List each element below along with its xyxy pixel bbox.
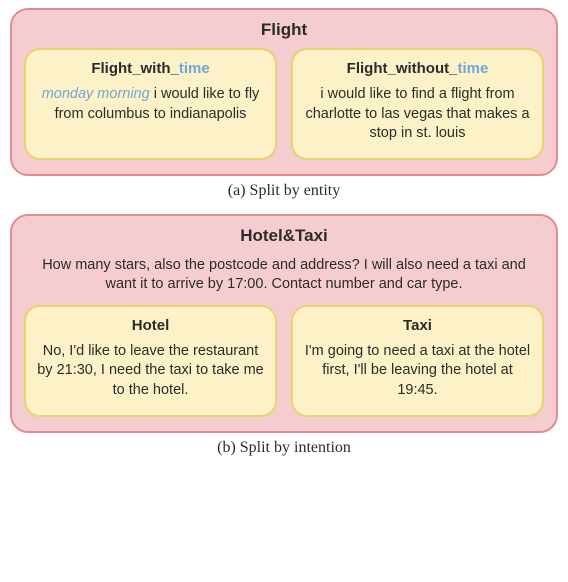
- panel-title: Flight: [24, 20, 544, 40]
- card-title: Flight_without_time: [303, 60, 532, 77]
- card-body-rest: No, I'd like to leave the restaurant by …: [37, 343, 264, 398]
- card-body: monday morning i would like to fly from …: [36, 85, 265, 124]
- panel-flight: Flight Flight_with_time monday morning i…: [10, 8, 558, 176]
- panel-title-prefix: Flight: [261, 20, 307, 39]
- card-taxi: Taxi I'm going to need a taxi at the hot…: [291, 305, 544, 417]
- card-body: I'm going to need a taxi at the hotel fi…: [303, 342, 532, 401]
- caption-a: (a) Split by entity: [10, 182, 558, 200]
- card-title: Hotel: [36, 317, 265, 334]
- panel-title-prefix: Hotel&Taxi: [240, 226, 328, 245]
- card-flight-without-time: Flight_without_time i would like to find…: [291, 48, 544, 160]
- card-body: No, I'd like to leave the restaurant by …: [36, 342, 265, 401]
- card-title-accent: time: [457, 60, 488, 77]
- card-title-prefix: Flight_without_: [347, 60, 458, 77]
- card-title-accent: time: [179, 60, 210, 77]
- cards-row: Flight_with_time monday morning i would …: [24, 48, 544, 160]
- card-body-rest: i would like to find a flight from charl…: [305, 86, 529, 141]
- card-flight-with-time: Flight_with_time monday morning i would …: [24, 48, 277, 160]
- card-title-prefix: Taxi: [403, 317, 432, 334]
- panel-hotel-taxi: Hotel&Taxi How many stars, also the post…: [10, 214, 558, 433]
- panel-title: Hotel&Taxi: [24, 226, 544, 246]
- cards-row: Hotel No, I'd like to leave the restaura…: [24, 305, 544, 417]
- card-title: Flight_with_time: [36, 60, 265, 77]
- card-body-rest: I'm going to need a taxi at the hotel fi…: [305, 343, 530, 398]
- card-title: Taxi: [303, 317, 532, 334]
- card-title-prefix: Flight_with_: [91, 60, 179, 77]
- panel-intro: How many stars, also the postcode and ad…: [24, 254, 544, 305]
- caption-b: (b) Split by intention: [10, 439, 558, 457]
- card-title-prefix: Hotel: [132, 317, 170, 334]
- card-body-emph: monday morning: [42, 86, 154, 102]
- card-body: i would like to find a flight from charl…: [303, 85, 532, 144]
- card-hotel: Hotel No, I'd like to leave the restaura…: [24, 305, 277, 417]
